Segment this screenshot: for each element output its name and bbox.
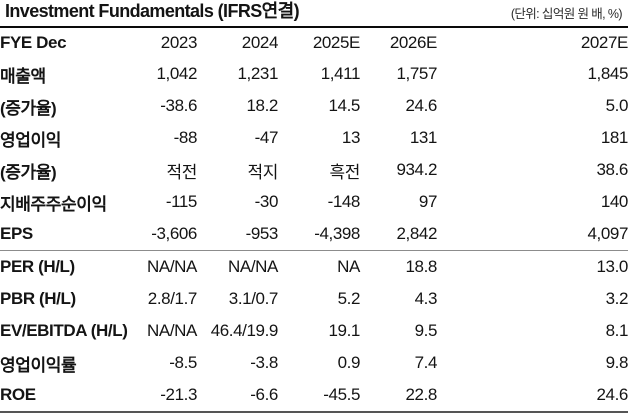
cell-value: 1,231 (237, 64, 278, 83)
cell-value: NA/NA (147, 257, 197, 276)
cell-value: -3.8 (250, 353, 278, 372)
column-header-fye: FYE Dec (0, 33, 67, 52)
table-row: 지배주주순이익 -115 -30 -148 97 140 (0, 186, 628, 218)
table-title: Investment Fundamentals (IFRS연결) (5, 1, 300, 21)
cell-value: 2.8/1.7 (147, 289, 198, 308)
cell-value: 97 (418, 192, 438, 211)
row-label: PER (H/L) (0, 257, 75, 276)
cell-value: 5.0 (605, 96, 628, 115)
column-header-2025e: 2025E (312, 33, 361, 52)
table-row: 매출액 1,042 1,231 1,411 1,757 1,845 (0, 58, 628, 90)
row-label: EV/EBITDA (H/L) (0, 321, 128, 340)
cell-value: 46.4/19.9 (210, 321, 279, 340)
cell-value: 131 (409, 128, 438, 147)
cell-value: 140 (600, 192, 628, 211)
cell-value: 1,411 (320, 64, 361, 83)
cell-value: 2,842 (396, 224, 437, 243)
cell-value: 적지 (247, 162, 279, 182)
cell-value: -148 (327, 192, 361, 211)
cell-value: 3.1/0.7 (228, 289, 279, 308)
cell-value: 0.9 (337, 353, 361, 372)
cell-value: 흑전 (329, 162, 361, 182)
row-label: (증가율) (0, 162, 57, 182)
cell-value: -6.6 (250, 385, 278, 404)
cell-value: 7.4 (414, 353, 438, 372)
row-label: ROE (0, 385, 36, 404)
cell-value: 적전 (166, 162, 198, 182)
table-row: (증가율) 적전 적지 흑전 934.2 38.6 (0, 154, 628, 186)
cell-value: -8.5 (169, 353, 197, 372)
cell-value: -45.5 (323, 385, 360, 404)
cell-value: 14.5 (328, 96, 361, 115)
column-header-2026e: 2026E (389, 33, 438, 52)
cell-value: 5.2 (337, 289, 361, 308)
table-row: ROE -21.3 -6.6 -45.5 22.8 24.6 (0, 379, 628, 412)
row-label: EPS (0, 224, 33, 243)
row-label: 영업이익 (0, 130, 61, 150)
cell-value: 13 (341, 128, 361, 147)
column-header-2024: 2024 (241, 33, 279, 52)
units-note: (단위: 십억원 원 배, %) (510, 7, 623, 21)
cell-value: 8.1 (605, 321, 628, 340)
cell-value: 9.5 (414, 321, 438, 340)
cell-value: 1,757 (396, 64, 437, 83)
row-label: 지배주주순이익 (0, 194, 107, 214)
table-title-bar: Investment Fundamentals (IFRS연결) (단위: 십억… (0, 0, 628, 28)
cell-value: 3.2 (605, 289, 628, 308)
cell-value: 24.6 (405, 96, 438, 115)
cell-value: 1,042 (156, 64, 197, 83)
cell-value: -953 (245, 224, 279, 243)
cell-value: -38.6 (160, 96, 197, 115)
cell-value: NA/NA (228, 257, 278, 276)
cell-value: -88 (173, 128, 198, 147)
cell-value: 9.8 (605, 353, 628, 372)
cell-value: 18.8 (405, 257, 438, 276)
column-header-2023: 2023 (160, 33, 198, 52)
table-header-row: FYE Dec 2023 2024 2025E 2026E 2027E (0, 28, 628, 58)
table-row: (증가율) -38.6 18.2 14.5 24.6 5.0 (0, 90, 628, 122)
cell-value: 22.8 (405, 385, 438, 404)
table-row: 영업이익 -88 -47 13 131 181 (0, 122, 628, 154)
column-header-2027e: 2027E (580, 33, 628, 52)
cell-value: 19.1 (328, 321, 361, 340)
cell-value: 181 (600, 128, 628, 147)
cell-value: 4.3 (414, 289, 438, 308)
cell-value: -3,606 (151, 224, 197, 243)
row-label: PBR (H/L) (0, 289, 76, 308)
cell-value: -47 (254, 128, 279, 147)
cell-value: NA (337, 257, 360, 276)
cell-value: 934.2 (396, 160, 437, 179)
table-row: EPS -3,606 -953 -4,398 2,842 4,097 (0, 218, 628, 251)
cell-value: 13.0 (596, 257, 628, 276)
cell-value: NA/NA (147, 321, 197, 340)
cell-value: 18.2 (246, 96, 279, 115)
fundamentals-table: FYE Dec 2023 2024 2025E 2026E 2027E 매출액 … (0, 28, 628, 413)
cell-value: 1,845 (587, 64, 628, 83)
cell-value: -30 (254, 192, 279, 211)
table-row: 영업이익률 -8.5 -3.8 0.9 7.4 9.8 (0, 347, 628, 379)
row-label: (증가율) (0, 98, 57, 118)
table-row: PBR (H/L) 2.8/1.7 3.1/0.7 5.2 4.3 3.2 (0, 283, 628, 315)
row-label: 매출액 (0, 66, 46, 86)
cell-value: -4,398 (314, 224, 360, 243)
cell-value: -21.3 (160, 385, 197, 404)
cell-value: 38.6 (596, 160, 628, 179)
cell-value: -115 (165, 192, 198, 211)
table-row: PER (H/L) NA/NA NA/NA NA 18.8 13.0 (0, 251, 628, 284)
row-label: 영업이익률 (0, 355, 77, 375)
table-row: EV/EBITDA (H/L) NA/NA 46.4/19.9 19.1 9.5… (0, 315, 628, 347)
cell-value: 24.6 (596, 385, 628, 404)
cell-value: 4,097 (587, 224, 628, 243)
